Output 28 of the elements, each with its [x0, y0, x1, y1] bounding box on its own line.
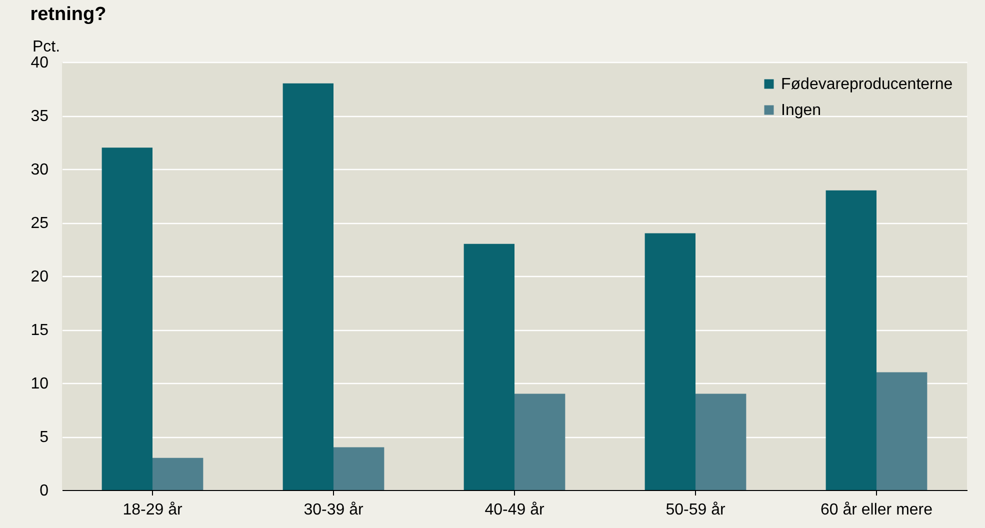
x-tick-label: 30-39 år — [304, 502, 364, 518]
bar — [334, 447, 384, 490]
bar — [696, 394, 746, 490]
x-tick-label: 40-49 år — [484, 502, 545, 518]
bar — [644, 233, 696, 490]
bar — [152, 458, 204, 490]
y-tick-label: 5 — [40, 429, 49, 446]
bar — [876, 372, 928, 490]
chart-title: retning? — [30, 4, 106, 25]
x-tick-label: 18-29 år — [122, 502, 183, 518]
x-tick-label: 60 år eller mere — [820, 502, 933, 518]
bar — [464, 244, 514, 490]
y-axis-title: Pct. — [32, 38, 60, 56]
bar — [826, 190, 876, 490]
y-tick-label: 10 — [30, 376, 49, 392]
bar — [282, 83, 334, 490]
y-tick-label: 30 — [30, 162, 49, 178]
x-tick-label: 50-59 år — [666, 502, 726, 518]
y-tick-label: 25 — [30, 215, 49, 232]
legend-label: Fødevareproducenterne — [781, 76, 953, 93]
y-tick-label: 15 — [30, 322, 49, 339]
y-tick-label: 20 — [30, 268, 49, 286]
bar — [102, 148, 152, 490]
y-tick-label: 35 — [30, 108, 49, 125]
y-tick-label: 0 — [40, 482, 49, 500]
y-tick-label: 40 — [30, 54, 49, 72]
legend-label: Ingen — [781, 102, 822, 119]
bar — [514, 394, 566, 490]
